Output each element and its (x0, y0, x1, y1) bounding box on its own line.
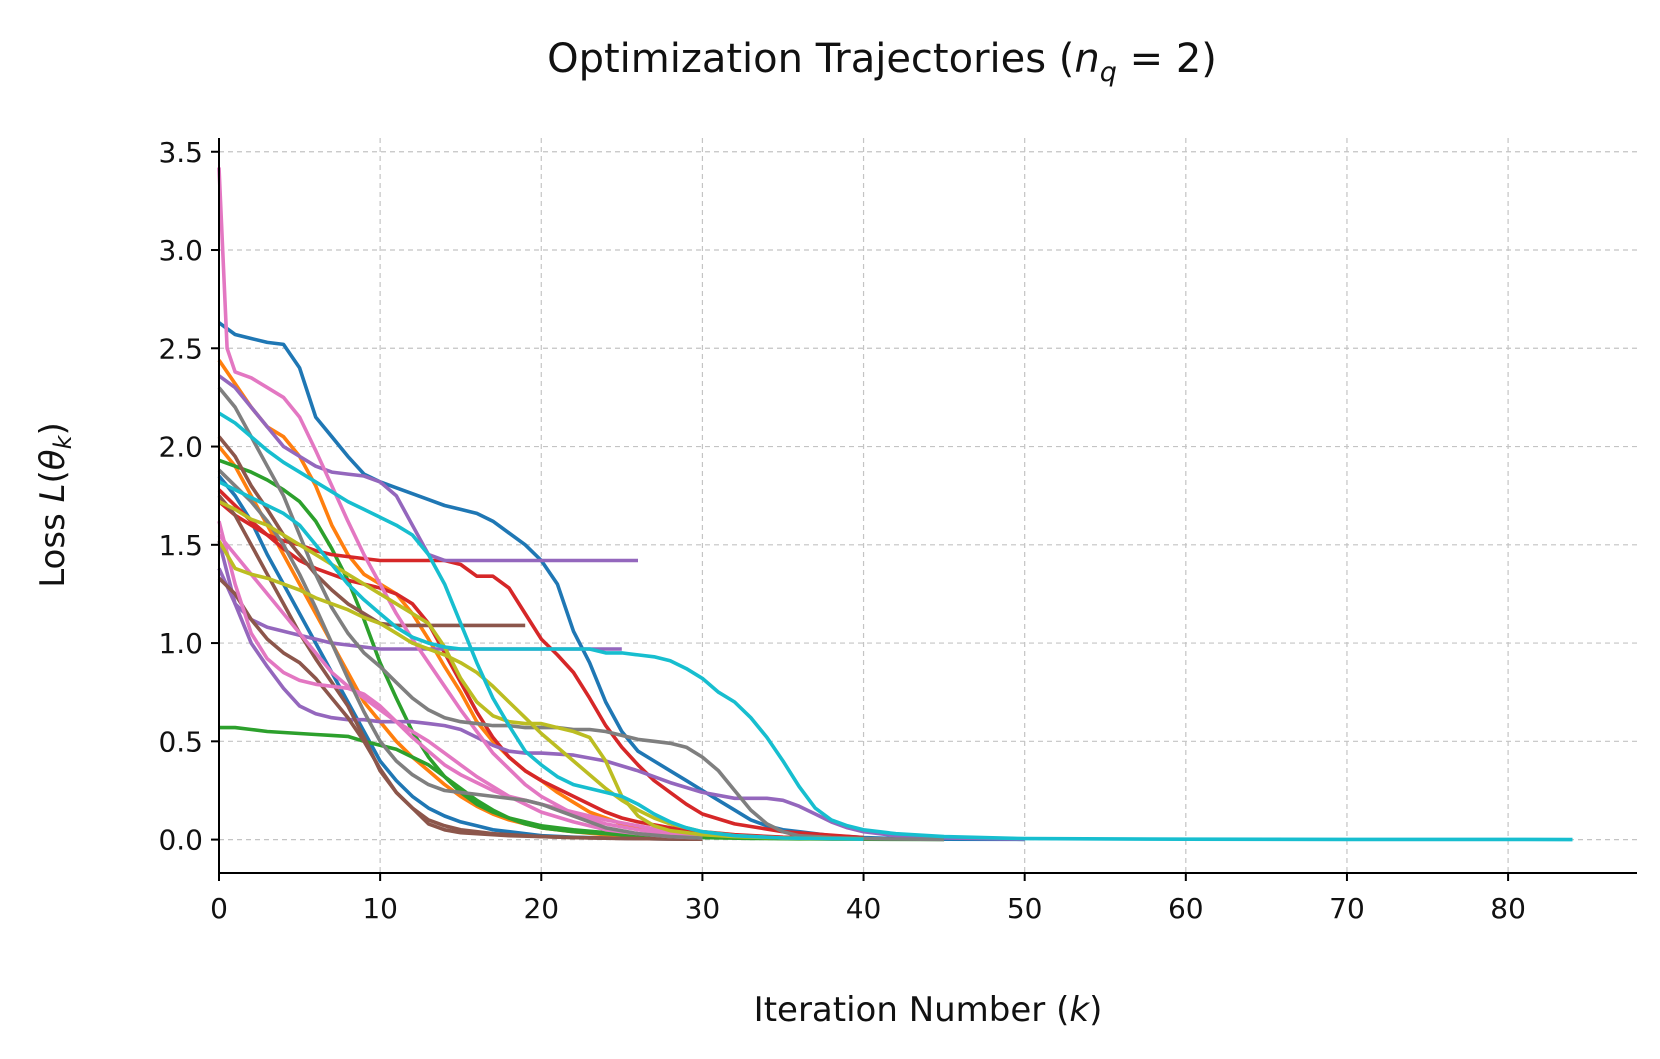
series-line-run-12 (217, 435, 526, 628)
series-line-run-21 (218, 499, 864, 841)
x-tick-label: 30 (685, 892, 721, 925)
x-tick-label: 50 (1007, 892, 1043, 925)
x-tick-label: 80 (1490, 892, 1526, 925)
x-ticks: 0 10 20 30 40 50 60 70 80 (210, 873, 1526, 925)
y-tick-label: 3.0 (158, 234, 203, 267)
series-line-run-1 (217, 321, 1025, 842)
series-line-run-17 (217, 533, 703, 840)
y-tick-label: 1.0 (158, 627, 203, 660)
y-tick-label: 2.5 (158, 332, 203, 365)
chart-title-rest: = 2) (1117, 36, 1217, 82)
chart-title-var: n (1074, 36, 1099, 82)
x-axis-label: Iteration Number (k) (754, 990, 1103, 1030)
grid (218, 138, 1637, 873)
series-line-run-22 (218, 480, 1573, 842)
x-tick-label: 0 (210, 892, 228, 925)
series-line-run-8 (217, 488, 864, 841)
y-ticks: 0.0 0.5 1.0 1.5 2.0 2.5 3.0 3.5 (158, 136, 219, 857)
series-line-run-15 (217, 167, 703, 838)
series-line-run-16 (217, 520, 703, 838)
axes (218, 138, 1637, 874)
y-tick-label: 0.0 (158, 824, 203, 857)
y-tick-label: 2.0 (158, 431, 203, 464)
y-axis-label-theta: θ (33, 449, 73, 470)
y-axis-label-main: Loss (33, 502, 73, 587)
x-axis-label-var: k (1069, 990, 1090, 1030)
y-axis-label-var: L (33, 483, 73, 502)
chart-title-sub: q (1100, 57, 1117, 88)
x-tick-label: 40 (846, 892, 882, 925)
x-tick-label: 70 (1329, 892, 1365, 925)
y-tick-label: 1.5 (158, 529, 203, 562)
series-line-run-23 (218, 411, 864, 841)
y-axis-label-close: ) (33, 422, 73, 435)
y-tick-label: 3.5 (158, 136, 203, 169)
x-tick-label: 20 (523, 892, 559, 925)
chart-title-main: Optimization Trajectories ( (547, 36, 1074, 82)
series-line-run-4 (217, 445, 703, 841)
series-line-run-14 (217, 494, 703, 841)
y-axis-label-sub: k (49, 434, 77, 449)
series-group (217, 167, 1573, 842)
series-line-run-19 (217, 468, 703, 840)
y-tick-label: 0.5 (158, 725, 203, 758)
x-tick-label: 10 (362, 892, 398, 925)
series-line-run-10 (217, 540, 1025, 841)
series-line-run-18 (217, 386, 945, 842)
chart-title: Optimization Trajectories (nq = 2) (547, 36, 1217, 88)
x-axis-label-close: ) (1089, 990, 1102, 1030)
x-tick-label: 60 (1168, 892, 1204, 925)
x-axis-label-main: Iteration Number ( (754, 990, 1070, 1030)
y-axis-label-paren: ( (33, 470, 73, 483)
y-axis-label: Loss L(θk) (33, 422, 77, 588)
